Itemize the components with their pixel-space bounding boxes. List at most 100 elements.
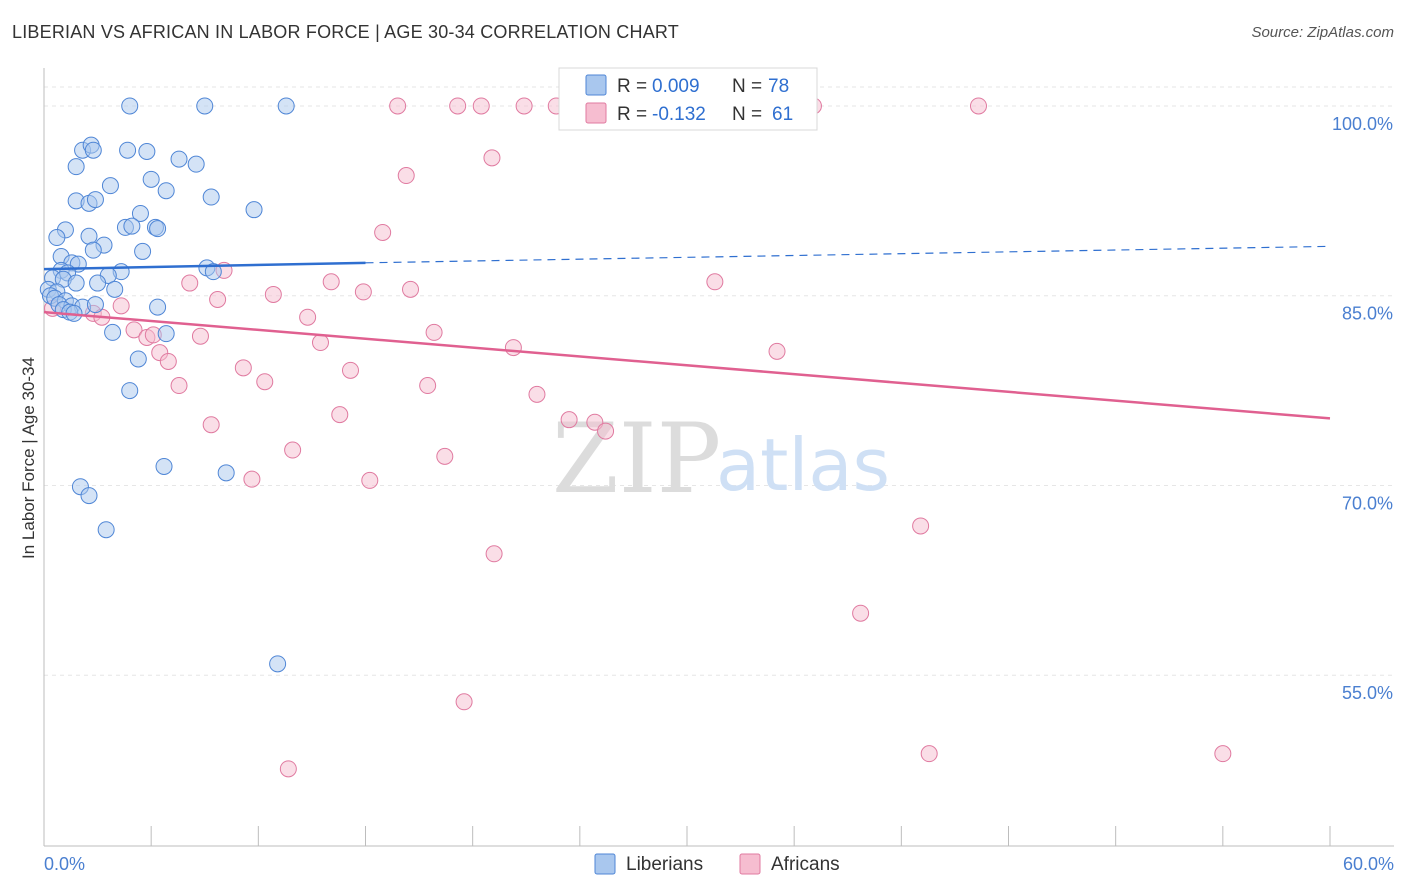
watermark-zip-text: ZIP [552, 403, 721, 515]
african-point [112, 297, 130, 315]
x-tick-label-min: 0.0% [44, 854, 85, 874]
african-point [125, 321, 143, 339]
african-point [159, 352, 177, 370]
x-axis-ticks [43, 826, 1331, 846]
african-point [181, 274, 199, 292]
watermark-atlas-text: atlas [716, 423, 890, 507]
legend-swatch-liberians [585, 74, 607, 96]
liberian-point [119, 141, 137, 159]
african-point [504, 339, 522, 357]
african-point [768, 342, 786, 360]
legend-r-label-liberians: R = [617, 76, 647, 97]
liberian-point [217, 464, 235, 482]
legend-swatch-africans [585, 102, 607, 124]
liberian-point [67, 158, 85, 176]
chart-title: LIBERIAN VS AFRICAN IN LABOR FORCE | AGE… [12, 22, 679, 42]
african-point [920, 745, 938, 763]
bottom-legend-swatch-liberians [594, 853, 616, 875]
liberian-point [170, 150, 188, 168]
liberian-point [187, 155, 205, 173]
liberian-point [149, 220, 167, 238]
african-point [419, 377, 437, 395]
liberian-point [84, 141, 102, 159]
liberian-point [129, 350, 147, 368]
african-point [483, 149, 501, 167]
liberian-point [86, 191, 104, 209]
african-point [706, 273, 724, 291]
liberian-point [86, 296, 104, 314]
correlation-legend: R = 0.009 N = 78 R = -0.132 N = 61 [558, 67, 818, 131]
african-point [311, 334, 329, 352]
african-point [969, 97, 987, 115]
y-axis-label: In Labor Force | Age 30-34 [19, 357, 38, 559]
liberians-points [39, 97, 295, 673]
legend-n-value-africans: 61 [772, 104, 793, 125]
african-point [597, 422, 615, 440]
liberian-point [157, 182, 175, 200]
african-point [256, 373, 274, 391]
x-tick-label-max: 60.0% [1343, 854, 1394, 874]
liberian-point [138, 142, 156, 160]
african-point [243, 470, 261, 488]
liberian-point [157, 325, 175, 343]
african-point [485, 545, 503, 563]
africans-trend-line [43, 310, 1331, 420]
african-point [341, 361, 359, 379]
legend-n-label-africans: N = [732, 104, 762, 125]
legend-r-label-africans: R = [617, 104, 647, 125]
african-point [389, 97, 407, 115]
liberian-point [101, 177, 119, 195]
african-point [472, 97, 490, 115]
liberian-point [89, 274, 107, 292]
liberian-point [80, 487, 98, 505]
liberian-point [48, 229, 66, 247]
bottom-legend-swatch-africans [739, 853, 761, 875]
series-legend: Liberians Africans [594, 853, 840, 875]
y-axis-tick-labels: 100.0% 85.0% 70.0% 55.0% [1332, 114, 1393, 703]
african-point [170, 377, 188, 395]
liberians-trend-extension [365, 245, 1331, 264]
african-point [528, 385, 546, 403]
liberian-point [149, 298, 167, 316]
liberian-point [123, 217, 141, 235]
legend-n-label-liberians: N = [732, 76, 762, 97]
liberian-point [67, 274, 85, 292]
african-point [852, 604, 870, 622]
trend-lines [43, 245, 1331, 420]
liberian-point [84, 241, 102, 259]
african-point [202, 416, 220, 434]
african-point [515, 97, 533, 115]
african-point [322, 273, 340, 291]
liberian-point [106, 280, 124, 298]
liberian-point [131, 204, 149, 222]
african-point [912, 517, 930, 535]
liberian-point [121, 382, 139, 400]
liberian-point [155, 457, 173, 475]
african-point [374, 223, 392, 241]
chart-source: Source: ZipAtlas.com [1251, 24, 1394, 41]
african-point [436, 447, 454, 465]
liberian-point [204, 263, 222, 281]
african-point [455, 693, 473, 711]
y-tick-label: 55.0% [1342, 683, 1393, 703]
african-point [279, 760, 297, 778]
african-point [234, 359, 252, 377]
african-point [361, 471, 379, 489]
african-point [331, 406, 349, 424]
liberian-point [269, 655, 287, 673]
liberian-point [196, 97, 214, 115]
bottom-legend-label-africans: Africans [771, 854, 840, 875]
legend-r-value-liberians: 0.009 [652, 76, 700, 97]
african-point [209, 291, 227, 309]
liberian-point [97, 521, 115, 539]
african-point [299, 308, 317, 326]
liberian-point [134, 242, 152, 260]
african-point [560, 411, 578, 429]
liberian-point [142, 170, 160, 188]
liberians-trend-line [43, 261, 366, 271]
bottom-legend-label-liberians: Liberians [626, 854, 703, 875]
liberian-point [245, 201, 263, 219]
watermark: ZIP atlas [552, 403, 890, 515]
african-point [449, 97, 467, 115]
